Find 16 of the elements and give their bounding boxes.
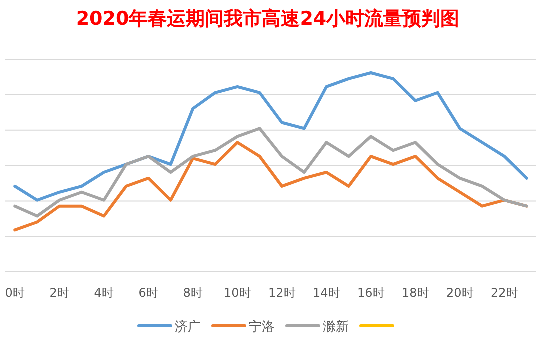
x-tick-label: 6时: [138, 286, 158, 300]
chart-title: 2020年春运期间我市高速24小时流量预判图: [76, 8, 460, 30]
x-tick-label: 20时: [446, 286, 474, 300]
x-tick-label: 14时: [312, 286, 340, 300]
x-tick-label: 0时: [5, 286, 25, 300]
legend-label: 宁洛: [249, 319, 275, 335]
x-tick-label: 12时: [268, 286, 296, 300]
x-tick-label: 8时: [183, 286, 203, 300]
x-tick-label: 22时: [490, 286, 518, 300]
legend-label: 济广: [175, 320, 201, 335]
x-tick-label: 2时: [50, 286, 70, 300]
x-tick-label: 4时: [94, 286, 114, 300]
x-tick-label: 10时: [224, 286, 252, 300]
x-tick-label: 16时: [357, 286, 385, 300]
legend-label: 滁新: [323, 320, 349, 335]
x-tick-label: 18时: [402, 286, 430, 300]
